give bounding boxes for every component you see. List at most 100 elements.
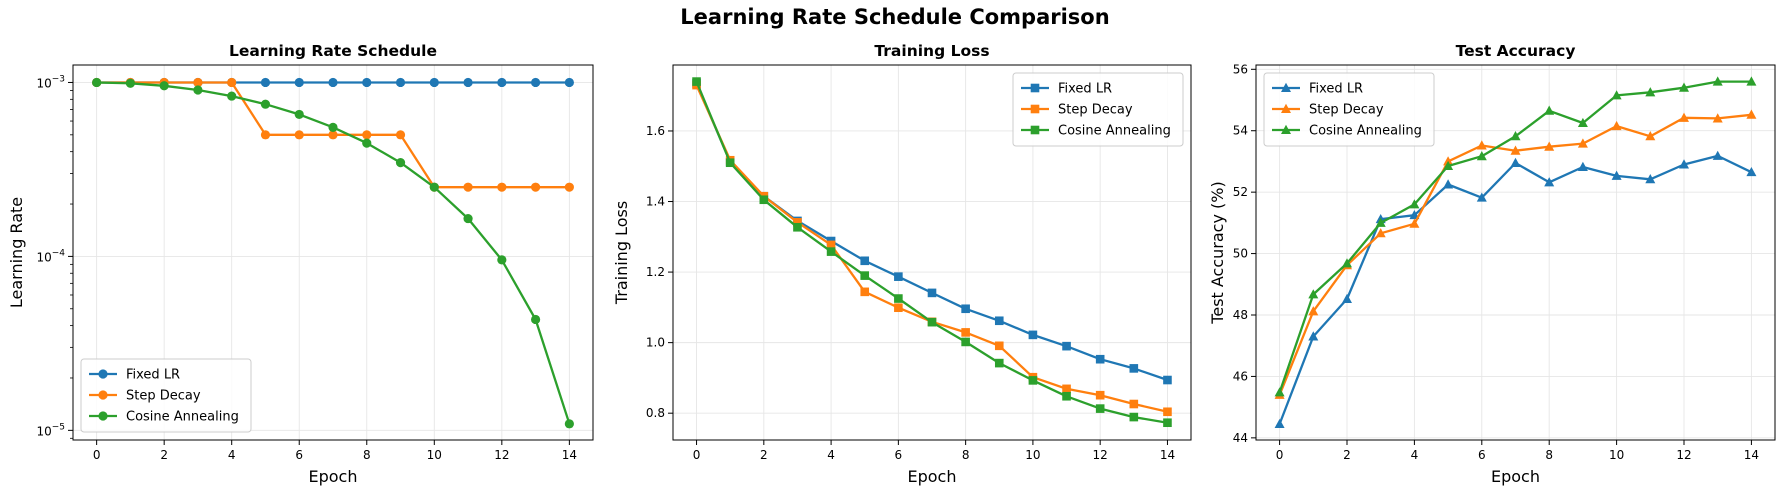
data-point	[1510, 131, 1521, 141]
x-tick-label: 8	[962, 448, 970, 462]
y-tick-label: 44	[1233, 431, 1248, 445]
data-point	[1129, 399, 1139, 409]
x-tick-label: 14	[1160, 448, 1175, 462]
data-point	[260, 130, 271, 140]
data-point	[1746, 166, 1757, 177]
y-axis-label: Learning Rate	[7, 197, 26, 308]
data-point	[1409, 199, 1420, 209]
legend: Fixed LR Step Decay Cosine Annealing	[80, 358, 252, 433]
y-tick-label: 46	[1233, 369, 1248, 383]
data-point	[328, 77, 338, 88]
data-point	[1645, 131, 1656, 141]
x-tick-label: 6	[895, 448, 903, 462]
data-point	[1341, 258, 1352, 268]
data-point	[759, 195, 769, 205]
y-tick-label: 10−5	[36, 422, 65, 438]
y-tick-label: 54	[1233, 124, 1248, 138]
data-point	[497, 255, 507, 265]
x-tick-label: 4	[1411, 448, 1419, 462]
data-point	[725, 158, 735, 168]
data-point	[92, 77, 102, 88]
legend-frame	[1263, 72, 1435, 147]
data-point	[1443, 160, 1454, 171]
legend-label: Step Decay	[1058, 103, 1133, 118]
data-point	[1712, 76, 1723, 86]
x-tick-label: 2	[160, 448, 168, 462]
y-axis-label: Test Accuracy (%)	[1208, 181, 1227, 324]
data-point	[894, 294, 903, 303]
data-point	[395, 77, 406, 88]
data-point	[1476, 151, 1487, 161]
data-point	[1712, 150, 1723, 160]
data-point	[1510, 157, 1521, 167]
data-point	[1712, 113, 1723, 123]
data-point	[463, 182, 473, 192]
y-tick-label: 50	[1233, 247, 1248, 261]
legend: Fixed LR Step Decay Cosine Annealing	[1263, 72, 1435, 147]
data-point	[328, 130, 338, 140]
data-point	[463, 77, 473, 88]
data-point	[530, 77, 541, 88]
data-point	[429, 182, 439, 192]
plot-frame	[1255, 64, 1776, 441]
data-point	[692, 77, 701, 86]
data-point	[1645, 174, 1656, 184]
data-point	[1577, 161, 1588, 171]
legend-label: Fixed LR	[126, 368, 180, 383]
y-tick-label: 48	[1233, 308, 1248, 322]
legend-label: Cosine Annealing	[1058, 124, 1171, 139]
x-tick-label: 8	[363, 448, 371, 462]
data-point	[1544, 177, 1555, 187]
data-point	[1544, 105, 1555, 115]
data-point	[961, 328, 970, 337]
data-point	[564, 77, 574, 88]
data-point	[294, 77, 304, 88]
legend-marker	[98, 390, 108, 400]
data-point	[227, 77, 237, 88]
y-tick-label: 52	[1233, 185, 1248, 199]
x-tick-label: 14	[1744, 448, 1759, 462]
x-tick-label: 0	[93, 448, 101, 462]
x-tick-label: 0	[1276, 448, 1284, 462]
data-point	[1274, 418, 1285, 429]
x-tick-label: 6	[295, 448, 303, 462]
data-point	[1577, 138, 1588, 148]
data-point	[1443, 156, 1454, 166]
data-point	[1095, 354, 1105, 364]
data-point	[362, 77, 372, 88]
y-tick-label: 56	[1233, 62, 1248, 76]
x-tick-label: 2	[1343, 448, 1351, 462]
legend-label: Cosine Annealing	[126, 410, 239, 425]
legend-marker	[1281, 103, 1291, 113]
data-point	[260, 77, 271, 88]
legend-marker	[1030, 83, 1040, 93]
y-tick-label: 1.6	[646, 124, 665, 138]
series-line-1	[1278, 154, 1752, 425]
legend-frame	[1012, 72, 1184, 147]
legend: Fixed LR Step Decay Cosine Annealing	[1012, 72, 1184, 147]
data-point	[260, 99, 271, 109]
legend-marker	[1281, 82, 1291, 92]
data-point	[1308, 306, 1319, 316]
legend-label: Step Decay	[126, 389, 201, 404]
data-point	[227, 91, 237, 101]
figure-title: Learning Rate Schedule Comparison	[680, 5, 1110, 29]
x-tick-label: 4	[827, 448, 835, 462]
data-point	[927, 317, 937, 327]
data-point	[793, 218, 802, 227]
data-point	[497, 77, 507, 88]
data-point	[793, 222, 802, 232]
data-point	[1544, 141, 1555, 151]
x-tick-label: 12	[1676, 448, 1691, 462]
data-point	[1611, 120, 1622, 131]
data-point	[1679, 159, 1690, 169]
data-point	[1028, 376, 1038, 385]
data-point	[961, 337, 970, 347]
x-tick-label: 6	[1478, 448, 1486, 462]
data-point	[1062, 341, 1071, 351]
panel-title: Test Accuracy	[1456, 42, 1576, 60]
data-point	[1095, 390, 1105, 400]
panel-title: Training Loss	[874, 42, 989, 60]
x-tick-label: 2	[760, 448, 768, 462]
